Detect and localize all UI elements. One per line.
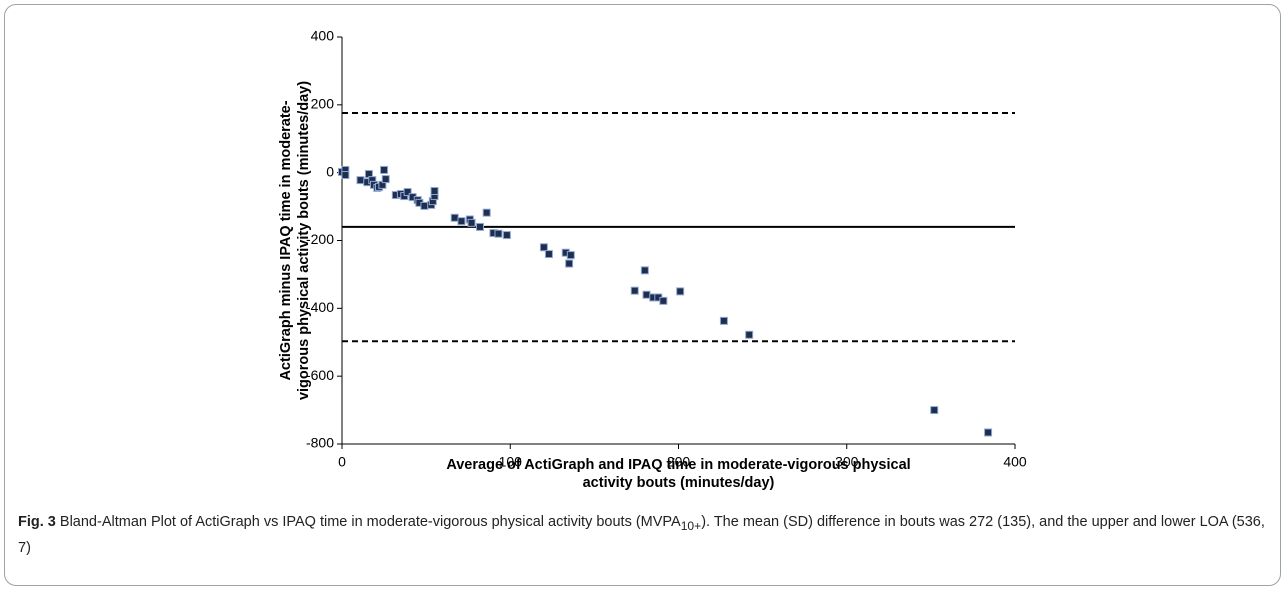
point (341, 171, 350, 180)
caption-subscript: 10+ (680, 518, 702, 533)
caption-text: Bland-Altman Plot of ActiGraph vs IPAQ t… (59, 514, 681, 530)
point (719, 316, 728, 325)
point (642, 290, 651, 299)
y-tick-label: -800 (306, 435, 334, 451)
point (356, 176, 365, 185)
y-axis-label: vigorous physical activity bouts (minute… (296, 81, 312, 400)
caption-label: Fig. 3 (18, 514, 56, 530)
point (450, 213, 459, 222)
x-tick-label: 400 (1003, 454, 1027, 470)
point (640, 266, 649, 275)
point (457, 217, 466, 226)
y-axis-label: ActiGraph minus IPAQ time in moderate- (278, 100, 294, 380)
point (544, 250, 553, 259)
point (565, 259, 574, 268)
y-tick-label: -600 (306, 367, 334, 383)
caption: Fig. 3 Bland-Altman Plot of ActiGraph vs… (18, 511, 1268, 559)
x-tick-label: 200 (667, 454, 691, 470)
y-tick-label: -200 (306, 231, 334, 247)
y-tick-label: 400 (311, 28, 335, 44)
point (420, 201, 429, 210)
point (475, 222, 484, 231)
point (482, 208, 491, 217)
point (502, 231, 511, 240)
figure-frame (4, 4, 1281, 586)
x-axis-label: activity bouts (minutes/day) (583, 475, 775, 491)
point (984, 428, 993, 437)
point (659, 296, 668, 305)
point (566, 251, 575, 260)
point (539, 243, 548, 252)
y-tick-label: -400 (306, 299, 334, 315)
point (630, 286, 639, 295)
y-tick-label: 0 (326, 163, 334, 179)
x-tick-label: 0 (338, 454, 346, 470)
point (467, 218, 476, 227)
point (403, 187, 412, 196)
x-tick-label: 100 (499, 454, 523, 470)
point (930, 406, 939, 415)
chart: -800 -600 -400 -200 0 200 400 0 100 200 300 400 Aver… (278, 28, 1027, 491)
point (745, 330, 754, 339)
point (430, 186, 439, 195)
caption-text: ). The mean (SD) difference in bouts was… (18, 514, 1265, 556)
x-tick-label: 300 (835, 454, 859, 470)
point (380, 165, 389, 174)
y-tick-label: 200 (311, 96, 335, 112)
point (494, 229, 503, 238)
point (381, 175, 390, 184)
point (676, 287, 685, 296)
y-axis-label-group: ActiGraph minus IPAQ time in moderate-vi… (278, 81, 312, 400)
x-axis-label: Average of ActiGraph and IPAQ time in mo… (446, 457, 910, 473)
